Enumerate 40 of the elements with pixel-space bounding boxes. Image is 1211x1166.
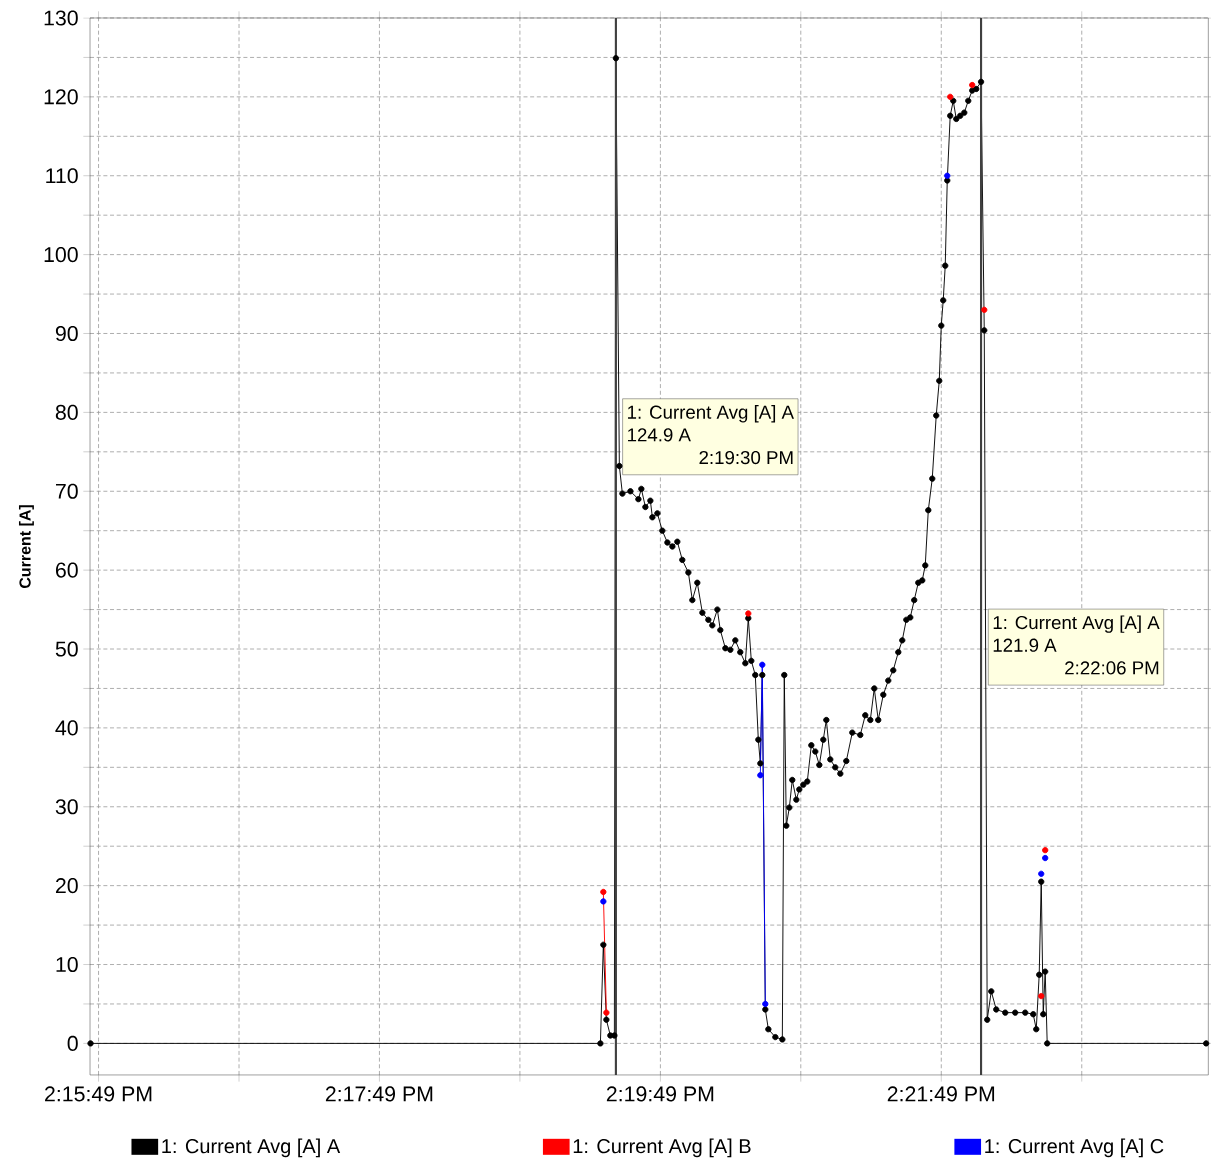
annotation: 1: Current Avg [A] A (628, 405, 794, 423)
point (600, 888, 607, 896)
x-tick-label: 2:15:49 PM (45, 1086, 152, 1102)
point (981, 306, 988, 314)
annotation: 2:22:06 PM (1065, 661, 1159, 675)
annotation: 121.9 A (993, 638, 1057, 653)
x-tick-label: 2:17:49 PM (325, 1086, 433, 1102)
annotation: 1: Current Avg [A] A (993, 615, 1160, 634)
legend-label: 1: Current Avg [A] A (162, 1138, 341, 1158)
y-tick-label: 0 (67, 1036, 78, 1052)
point (1042, 847, 1049, 854)
y-tick-label: 50 (55, 641, 78, 657)
point (745, 610, 752, 617)
point (944, 172, 951, 180)
point (600, 898, 607, 905)
y-tick-label: 40 (55, 720, 78, 736)
legend-label: 1: Current Avg [A] C (985, 1138, 1164, 1158)
annotation: 2:19:30 PM (699, 451, 793, 465)
point (603, 1009, 610, 1016)
x-tick-label: 2:19:49 PM (606, 1086, 714, 1102)
y-tick-label: 30 (55, 799, 78, 815)
point (1038, 993, 1045, 1000)
legend-label: 1: Current Avg [A] B (573, 1138, 751, 1158)
y-tick-label: 20 (55, 878, 78, 894)
annotation: 124.9 A (628, 428, 691, 442)
y-tick-label: 60 (56, 562, 78, 578)
y-tick-label: 100 (44, 247, 78, 263)
y-tick-label: 120 (44, 89, 78, 105)
point (947, 93, 954, 101)
point (1038, 870, 1045, 878)
y-tick-label: 130 (44, 10, 78, 26)
x-tick-label: 2:21:49 PM (887, 1086, 995, 1102)
y-tick-label: 70 (56, 483, 78, 499)
y-tick-label: 110 (46, 168, 78, 184)
y-axis-title: Current [A] (18, 505, 34, 589)
point (969, 82, 976, 89)
y-tick-label: 10 (56, 957, 78, 973)
point (1042, 855, 1049, 862)
y-tick-label: 90 (55, 326, 78, 342)
y-tick-label: 80 (55, 405, 78, 421)
